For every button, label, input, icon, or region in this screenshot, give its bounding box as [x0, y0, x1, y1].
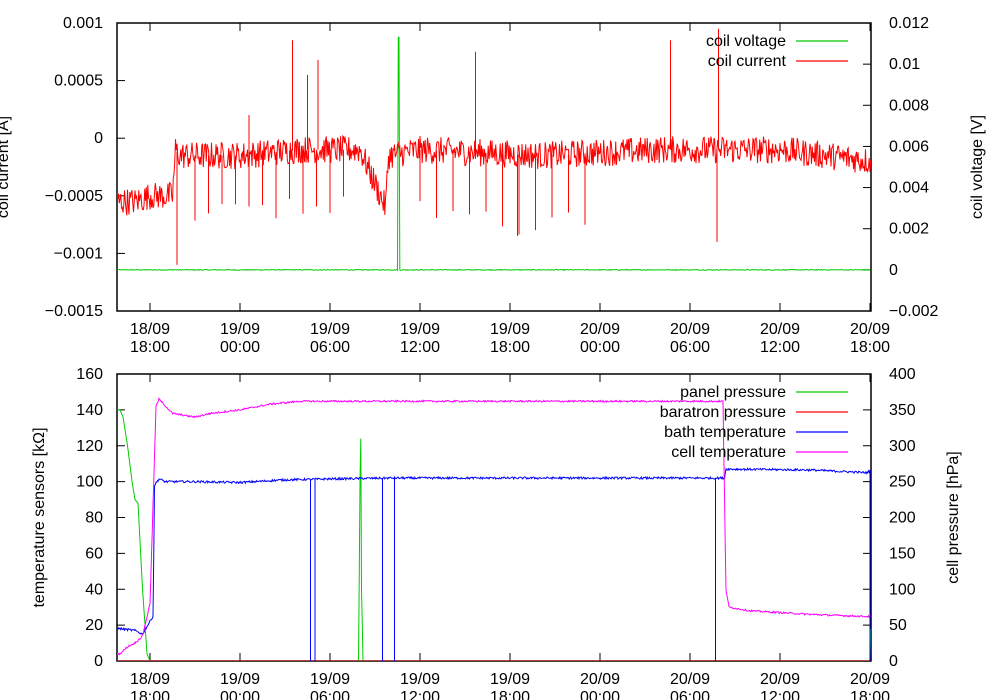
y-tick-label: 60 — [85, 545, 103, 562]
y-tick-label: 160 — [76, 366, 103, 383]
y2-tick-label: 350 — [889, 402, 916, 419]
x-tick-label-time: 06:00 — [310, 339, 350, 356]
y2-tick-label: 0.002 — [889, 221, 929, 238]
y-tick-label: 40 — [85, 581, 103, 598]
y-tick-label: 0.001 — [63, 15, 103, 32]
y-tick-label: 80 — [85, 510, 103, 527]
x-tick-label-time: 00:00 — [580, 689, 620, 700]
legend-label: baratron pressure — [660, 404, 786, 421]
series-line-bath-temperature — [117, 467, 871, 635]
legend-label: panel pressure — [680, 384, 786, 401]
x-tick-label-date: 20/09 — [580, 671, 620, 688]
chart-panel-2: 1601401201008060402004003503002502001501… — [31, 366, 962, 700]
x-tick-label-date: 19/09 — [310, 671, 350, 688]
legend-entry: bath temperature — [664, 424, 848, 441]
y2-tick-label: 0.012 — [889, 15, 929, 32]
y2-tick-label: 0.006 — [889, 138, 929, 155]
y2-tick-label: 0.008 — [889, 97, 929, 114]
y-axis-title: coil current [A] — [0, 116, 12, 218]
chart-panel-1: 0.001 0.0005 0 −0.0005 −0.001 −0.0015 0.012 0.0… — [0, 15, 986, 356]
x-tick-label-time: 12:00 — [760, 339, 800, 356]
x-tick-label-time: 18:00 — [130, 689, 170, 700]
x-tick-label-date: 20/09 — [670, 671, 710, 688]
y-tick-label: 20 — [85, 617, 103, 634]
y-tick-label: 140 — [76, 402, 103, 419]
y-tick-label: 100 — [76, 474, 103, 491]
y2-tick-label: 300 — [889, 438, 916, 455]
x-tick-label-time: 12:00 — [400, 689, 440, 700]
y-tick-label: 0 — [94, 130, 103, 147]
legend-label: cell temperature — [671, 444, 786, 461]
legend-entry: panel pressure — [680, 384, 848, 401]
x-tick-label-time: 06:00 — [310, 689, 350, 700]
x-tick-label-date: 19/09 — [490, 321, 530, 338]
y2-tick-label: 250 — [889, 474, 916, 491]
y2-tick-label: −0.002 — [889, 303, 938, 320]
legend-label: coil current — [708, 53, 787, 70]
y2-tick-label: 0 — [889, 262, 898, 279]
y2-tick-label: 0.004 — [889, 180, 929, 197]
y-tick-label: 120 — [76, 438, 103, 455]
x-tick-label-date: 19/09 — [400, 671, 440, 688]
x-tick-label-date: 20/09 — [670, 321, 710, 338]
x-tick-label-date: 19/09 — [220, 671, 260, 688]
legend-entry: coil voltage — [706, 33, 848, 50]
x-tick-label-date: 20/09 — [850, 321, 890, 338]
x-tick-label-date: 19/09 — [490, 671, 530, 688]
plot-area — [117, 28, 871, 272]
x-tick-label-date: 19/09 — [310, 321, 350, 338]
x-tick-label-date: 20/09 — [850, 671, 890, 688]
legend-label: bath temperature — [664, 424, 786, 441]
x-tick-label-date: 19/09 — [400, 321, 440, 338]
x-tick-label-date: 19/09 — [220, 321, 260, 338]
legend-entry: baratron pressure — [660, 404, 848, 421]
y2-tick-label: 0.01 — [889, 56, 920, 73]
y2-axis-title: coil voltage [V] — [969, 115, 986, 219]
y-tick-label: 0.0005 — [54, 73, 103, 90]
y-axis-title: temperature sensors [kΩ] — [31, 427, 48, 607]
y-tick-label: −0.001 — [54, 245, 103, 262]
y2-axis-title: cell pressure [hPa] — [945, 451, 962, 584]
y-tick-label: 0 — [94, 653, 103, 670]
x-tick-label-date: 20/09 — [760, 321, 800, 338]
plot-frame — [116, 22, 872, 312]
x-tick-label-date: 18/09 — [130, 671, 170, 688]
x-tick-label-time: 12:00 — [400, 339, 440, 356]
legend-label: coil voltage — [706, 33, 786, 50]
x-tick-label-date: 20/09 — [580, 321, 620, 338]
x-tick-label-time: 00:00 — [220, 339, 260, 356]
y2-tick-label: 100 — [889, 581, 916, 598]
plot-area — [117, 397, 871, 661]
x-tick-label-time: 00:00 — [580, 339, 620, 356]
y2-tick-label: 50 — [889, 617, 907, 634]
series-line-coil-current — [117, 134, 871, 216]
x-tick-label-time: 18:00 — [850, 339, 890, 356]
x-tick-label-time: 18:00 — [850, 689, 890, 700]
x-tick-label-time: 06:00 — [670, 339, 710, 356]
y-tick-label: −0.0015 — [45, 303, 103, 320]
series-line-cell-temperature — [117, 397, 871, 656]
legend-entry: coil current — [708, 53, 848, 70]
x-tick-label-time: 18:00 — [490, 339, 530, 356]
x-tick-label-date: 20/09 — [760, 671, 800, 688]
y2-tick-label: 200 — [889, 510, 916, 527]
x-tick-label-time: 00:00 — [220, 689, 260, 700]
series-line-coil-voltage — [117, 36, 871, 272]
x-tick-label-time: 18:00 — [130, 339, 170, 356]
x-tick-label-date: 18/09 — [130, 321, 170, 338]
y2-tick-label: 0 — [889, 653, 898, 670]
x-tick-label-time: 18:00 — [490, 689, 530, 700]
x-tick-label-time: 06:00 — [670, 689, 710, 700]
y2-tick-label: 400 — [889, 366, 916, 383]
y2-tick-label: 150 — [889, 545, 916, 562]
legend-entry: cell temperature — [671, 444, 848, 461]
x-tick-label-time: 12:00 — [760, 689, 800, 700]
y-tick-label: −0.0005 — [45, 188, 103, 205]
